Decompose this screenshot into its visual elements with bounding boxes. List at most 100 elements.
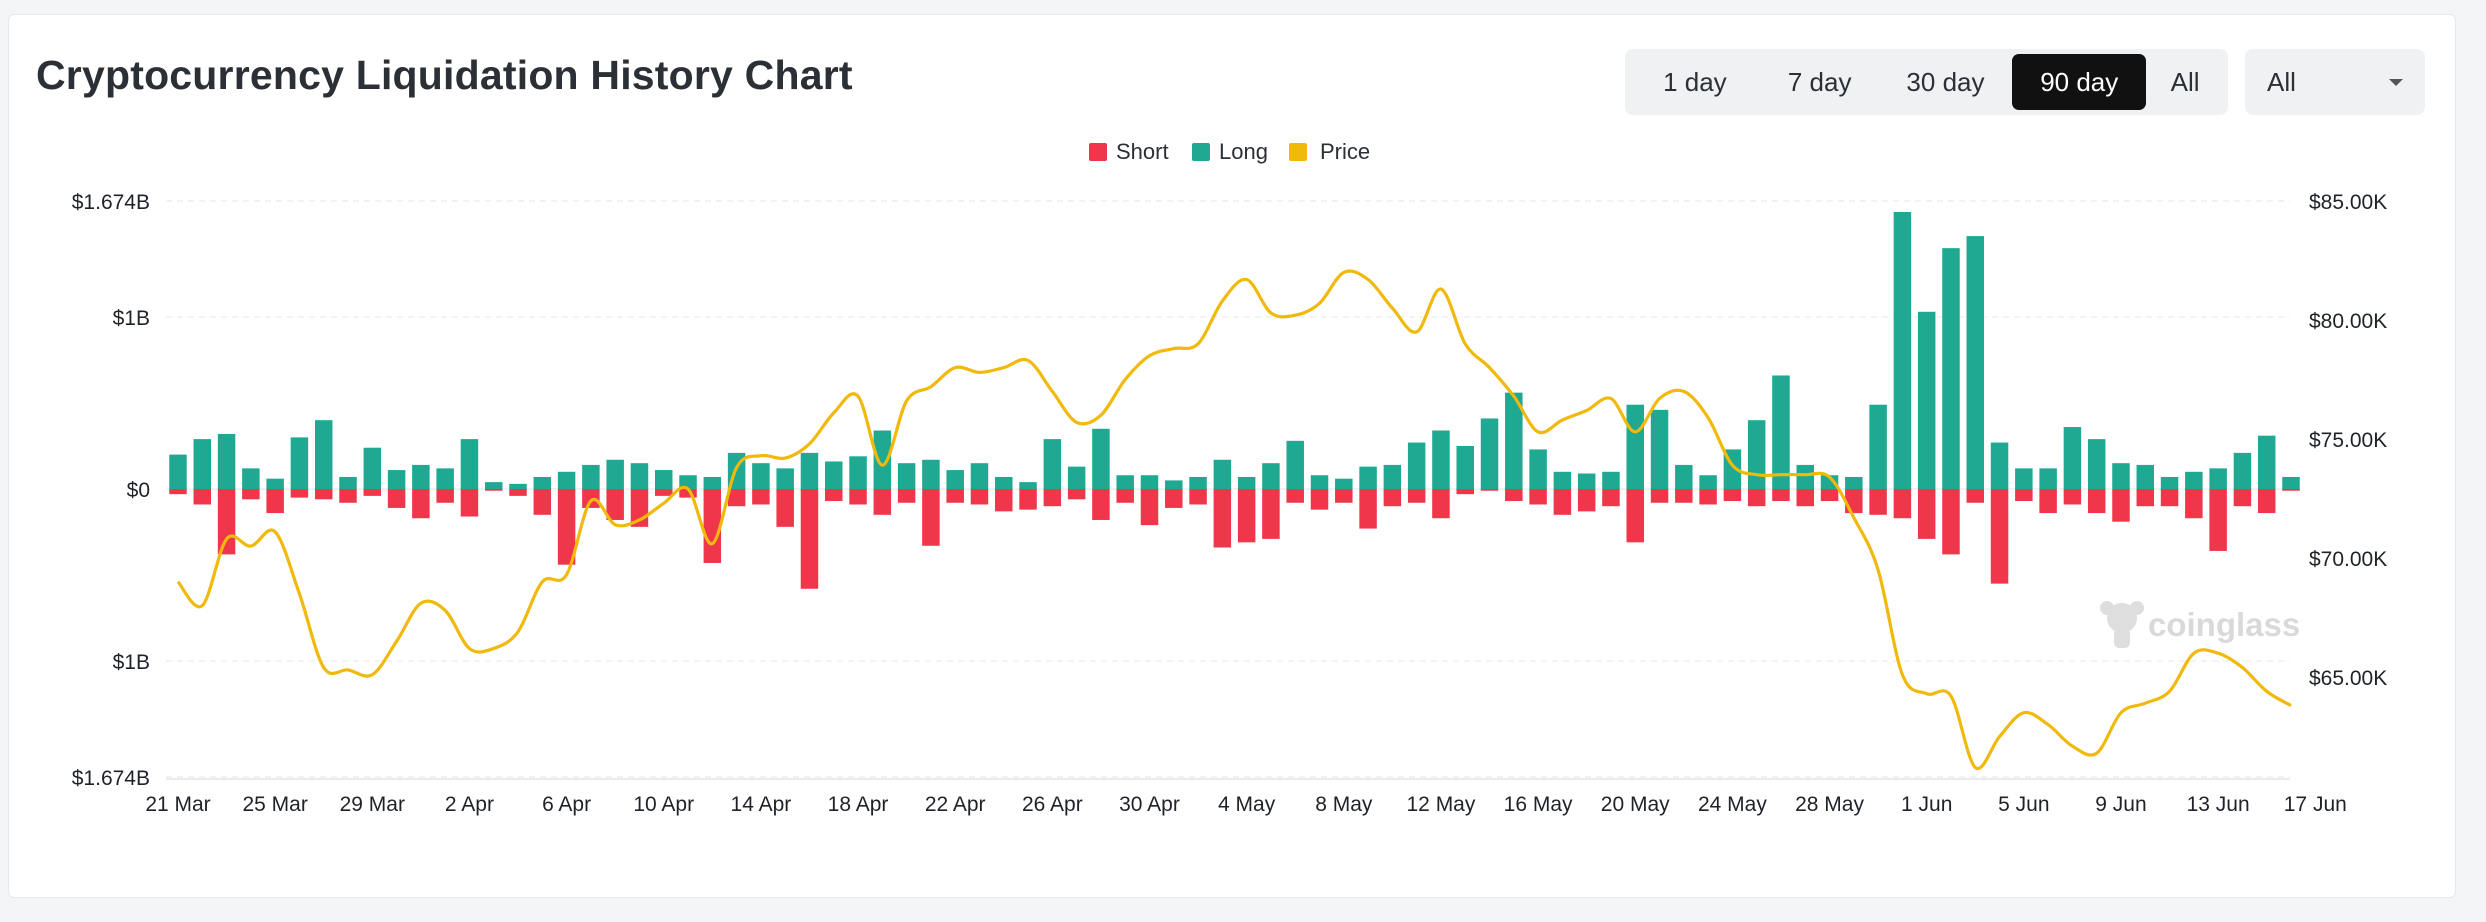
bar-long[interactable]: [1237, 476, 1256, 489]
bar-short[interactable]: [970, 489, 989, 505]
bar-short[interactable]: [2185, 489, 2203, 519]
bar-short[interactable]: [1966, 489, 1985, 503]
bar-long[interactable]: [703, 476, 722, 489]
bar-long[interactable]: [1092, 428, 1110, 489]
bar-long[interactable]: [1869, 404, 1887, 489]
bar-long[interactable]: [1990, 442, 2009, 489]
bar-short[interactable]: [484, 489, 503, 491]
bar-long[interactable]: [897, 463, 916, 489]
bar-short[interactable]: [995, 489, 1013, 512]
bar-long[interactable]: [1019, 482, 1037, 489]
bar-long[interactable]: [2209, 468, 2227, 489]
bar-long[interactable]: [1845, 476, 1863, 489]
bar-short[interactable]: [727, 489, 746, 507]
bar-long[interactable]: [1140, 475, 1159, 489]
bar-short[interactable]: [2063, 489, 2082, 505]
bar-short[interactable]: [897, 489, 916, 503]
bar-short[interactable]: [1626, 489, 1644, 543]
bar-short[interactable]: [1602, 489, 1620, 507]
bar-long[interactable]: [2282, 476, 2300, 489]
bar-long[interactable]: [2257, 435, 2276, 489]
bar-short[interactable]: [314, 489, 333, 500]
bar-long[interactable]: [1480, 418, 1499, 489]
bar-long[interactable]: [995, 476, 1013, 489]
bar-short[interactable]: [193, 489, 212, 505]
bar-long[interactable]: [2112, 463, 2130, 489]
bar-short[interactable]: [1165, 489, 1183, 508]
bar-long[interactable]: [217, 433, 236, 489]
bar-short[interactable]: [169, 489, 187, 495]
bar-long[interactable]: [1577, 473, 1596, 489]
bar-long[interactable]: [2063, 427, 2082, 489]
bar-short[interactable]: [1407, 489, 1426, 503]
bar-short[interactable]: [679, 489, 697, 498]
bar-short[interactable]: [2015, 489, 2033, 502]
bar-short[interactable]: [2160, 489, 2179, 507]
price-line[interactable]: [176, 269, 2292, 771]
bar-short[interactable]: [849, 489, 867, 505]
bar-short[interactable]: [1456, 489, 1474, 495]
bar-long[interactable]: [339, 476, 357, 489]
bar-long[interactable]: [1602, 471, 1620, 489]
bar-long[interactable]: [946, 470, 964, 489]
bar-long[interactable]: [1286, 440, 1304, 489]
bar-short[interactable]: [1772, 489, 1790, 502]
bar-long[interactable]: [169, 454, 187, 489]
bar-long[interactable]: [873, 430, 892, 489]
bar-long[interactable]: [1359, 466, 1377, 489]
bar-long[interactable]: [1529, 449, 1547, 489]
bar-long[interactable]: [582, 464, 600, 489]
bar-long[interactable]: [2233, 452, 2252, 489]
bar-short[interactable]: [1237, 489, 1256, 543]
bar-short[interactable]: [2282, 489, 2300, 491]
bar-long[interactable]: [484, 482, 503, 489]
bar-short[interactable]: [922, 489, 940, 546]
bar-short[interactable]: [1796, 489, 1814, 507]
bar-short[interactable]: [1310, 489, 1329, 510]
bar-long[interactable]: [436, 468, 454, 489]
bar-short[interactable]: [1869, 489, 1887, 515]
bar-long[interactable]: [1820, 475, 1839, 489]
range-button-all[interactable]: All: [2170, 66, 2200, 97]
bar-long[interactable]: [922, 459, 940, 489]
bar-short[interactable]: [290, 489, 309, 498]
bar-long[interactable]: [1262, 463, 1280, 489]
bar-short[interactable]: [2039, 489, 2057, 514]
bar-long[interactable]: [1917, 311, 1936, 489]
bar-long[interactable]: [1043, 439, 1062, 489]
bar-long[interactable]: [776, 468, 794, 489]
bar-short[interactable]: [557, 489, 576, 565]
bar-long[interactable]: [1796, 464, 1814, 489]
bar-long[interactable]: [314, 420, 333, 489]
bar-long[interactable]: [1966, 236, 1985, 489]
bar-long[interactable]: [1942, 248, 1960, 489]
bar-long[interactable]: [290, 437, 309, 489]
bar-short[interactable]: [752, 489, 770, 505]
bar-short[interactable]: [533, 489, 552, 515]
bar-long[interactable]: [412, 464, 430, 489]
bar-short[interactable]: [1723, 489, 1742, 502]
bar-long[interactable]: [557, 471, 576, 489]
bar-long[interactable]: [266, 478, 284, 489]
legend-item-price[interactable]: Price: [1289, 139, 1370, 164]
bar-short[interactable]: [1359, 489, 1377, 529]
bar-short[interactable]: [217, 489, 236, 555]
bar-short[interactable]: [1990, 489, 2009, 584]
bar-long[interactable]: [1165, 480, 1183, 489]
bar-short[interactable]: [2257, 489, 2276, 514]
bar-long[interactable]: [1505, 392, 1523, 489]
bar-long[interactable]: [1553, 471, 1572, 489]
bar-long[interactable]: [1067, 466, 1086, 489]
bar-short[interactable]: [1553, 489, 1572, 515]
bar-long[interactable]: [1650, 409, 1669, 489]
bar-long[interactable]: [1116, 475, 1134, 489]
legend-item-short[interactable]: Short: [1089, 139, 1169, 164]
bar-short[interactable]: [1820, 489, 1839, 502]
bar-short[interactable]: [1505, 489, 1523, 502]
bar-short[interactable]: [1650, 489, 1669, 503]
bar-short[interactable]: [363, 489, 382, 496]
bar-long[interactable]: [2185, 471, 2203, 489]
bar-short[interactable]: [1480, 489, 1499, 491]
bar-short[interactable]: [606, 489, 624, 520]
bar-long[interactable]: [1310, 475, 1329, 489]
